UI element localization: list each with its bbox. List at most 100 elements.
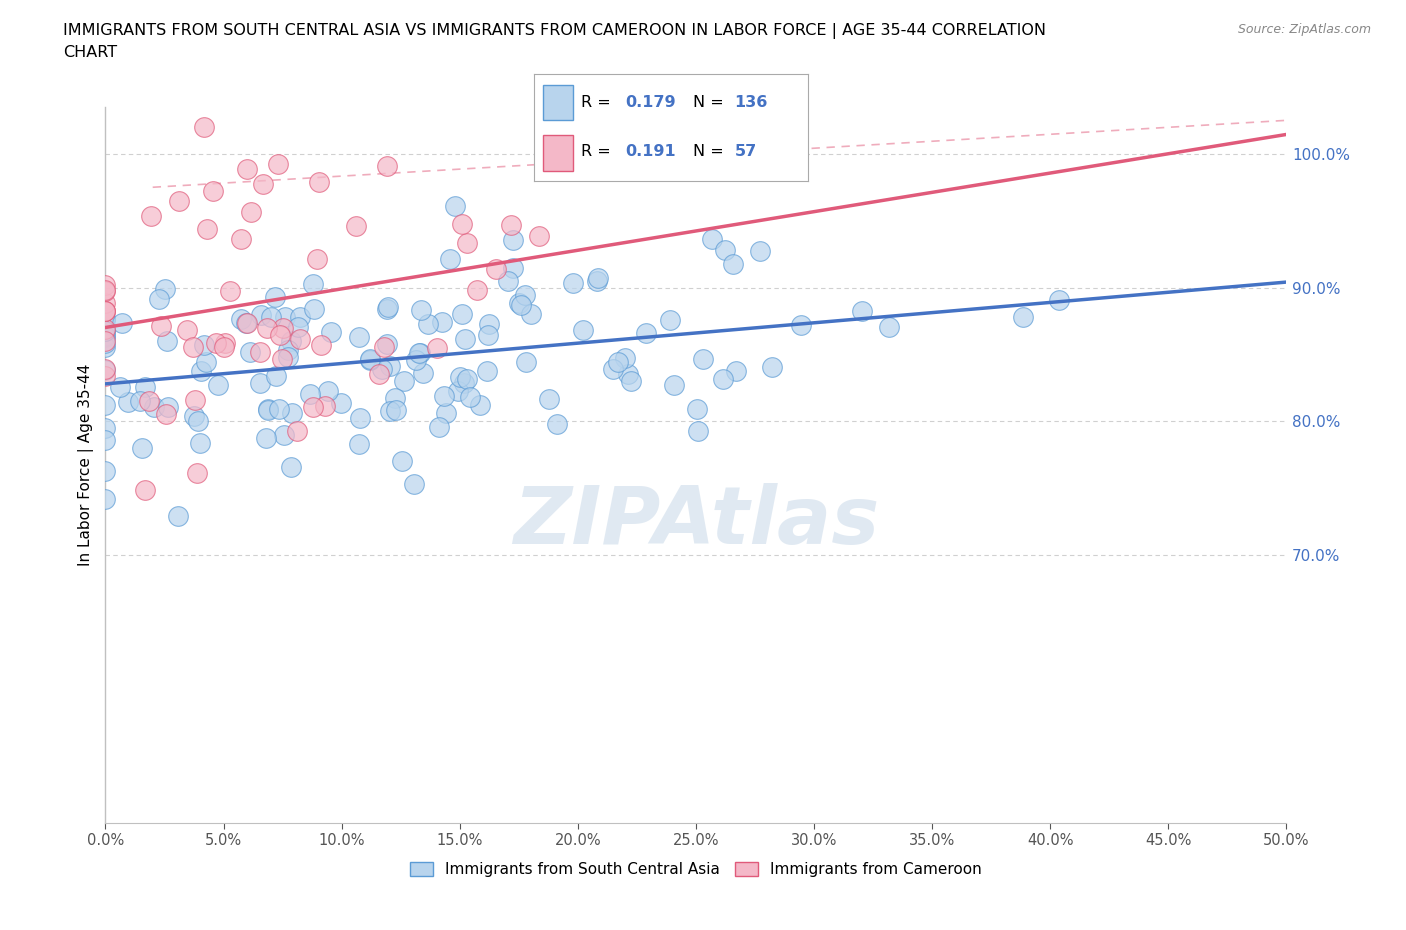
Point (249, 376, 271, 391)
Point (602, 362, 624, 377)
Point (271, 352, 294, 366)
Point (384, 403, 406, 418)
Point (229, 312, 252, 326)
Point (426, 340, 449, 355)
Point (384, 391, 406, 405)
Text: 136: 136 (734, 95, 768, 111)
Point (453, 376, 475, 391)
Point (167, 509, 190, 524)
Point (714, 243, 737, 258)
Point (108, 379, 131, 394)
Point (94, 369, 117, 384)
Point (131, 441, 153, 456)
Point (456, 236, 478, 251)
Point (451, 307, 474, 322)
Point (301, 399, 323, 414)
Point (94, 322, 117, 337)
Point (304, 302, 326, 317)
Point (94, 432, 117, 447)
Point (546, 417, 568, 432)
Point (308, 175, 330, 190)
Point (285, 424, 308, 439)
Point (94, 283, 117, 298)
Point (94, 304, 117, 319)
Point (94, 284, 117, 299)
Point (375, 301, 398, 316)
Text: 0.179: 0.179 (624, 95, 675, 111)
Point (349, 411, 371, 426)
Point (498, 274, 520, 289)
Point (484, 262, 506, 277)
Point (877, 319, 900, 334)
Point (378, 359, 401, 374)
Point (450, 217, 472, 232)
Point (373, 340, 395, 355)
Point (513, 287, 536, 302)
Point (502, 232, 524, 247)
Point (181, 339, 204, 354)
Point (281, 405, 304, 420)
Point (359, 352, 381, 367)
Point (620, 373, 643, 388)
Point (269, 327, 291, 342)
Point (377, 299, 399, 314)
Point (347, 329, 370, 344)
Point (790, 317, 813, 332)
Point (187, 414, 209, 429)
Point (202, 183, 225, 198)
Text: 57: 57 (734, 144, 756, 159)
Point (195, 222, 218, 237)
Point (409, 302, 432, 317)
Point (527, 228, 550, 243)
Point (408, 345, 430, 360)
Point (402, 477, 425, 492)
Point (412, 365, 434, 380)
Text: R =: R = (581, 144, 616, 159)
Point (134, 379, 156, 394)
Point (94, 277, 117, 292)
Point (519, 307, 541, 322)
Point (219, 284, 242, 299)
Point (586, 274, 609, 289)
Point (111, 316, 134, 331)
Point (94, 420, 117, 435)
Point (176, 323, 198, 338)
Point (94, 312, 117, 327)
Point (347, 436, 370, 451)
Point (280, 459, 302, 474)
Point (405, 352, 427, 367)
Point (368, 366, 391, 381)
Point (302, 277, 325, 292)
Point (139, 208, 162, 223)
Point (249, 344, 271, 359)
Point (686, 423, 709, 438)
Point (195, 354, 218, 369)
Point (193, 338, 215, 352)
Point (231, 232, 253, 246)
Point (375, 337, 398, 352)
Point (190, 364, 212, 379)
Point (454, 331, 477, 346)
Point (155, 407, 177, 422)
Point (212, 339, 235, 354)
Point (271, 321, 294, 336)
Point (375, 158, 398, 173)
Y-axis label: In Labor Force | Age 35-44: In Labor Force | Age 35-44 (79, 364, 94, 566)
Point (314, 399, 336, 414)
Point (761, 359, 783, 374)
Point (614, 350, 637, 365)
Point (134, 483, 156, 498)
Point (94, 324, 117, 339)
Point (725, 364, 748, 379)
Point (183, 408, 205, 423)
Text: N =: N = (693, 95, 730, 111)
Point (391, 453, 413, 468)
Point (94, 296, 117, 311)
Point (319, 325, 342, 339)
Point (94, 339, 117, 354)
Point (249, 307, 271, 322)
Legend: Immigrants from South Central Asia, Immigrants from Cameroon: Immigrants from South Central Asia, Immi… (404, 857, 988, 884)
Point (700, 232, 723, 246)
Point (477, 327, 499, 342)
Point (264, 368, 287, 383)
